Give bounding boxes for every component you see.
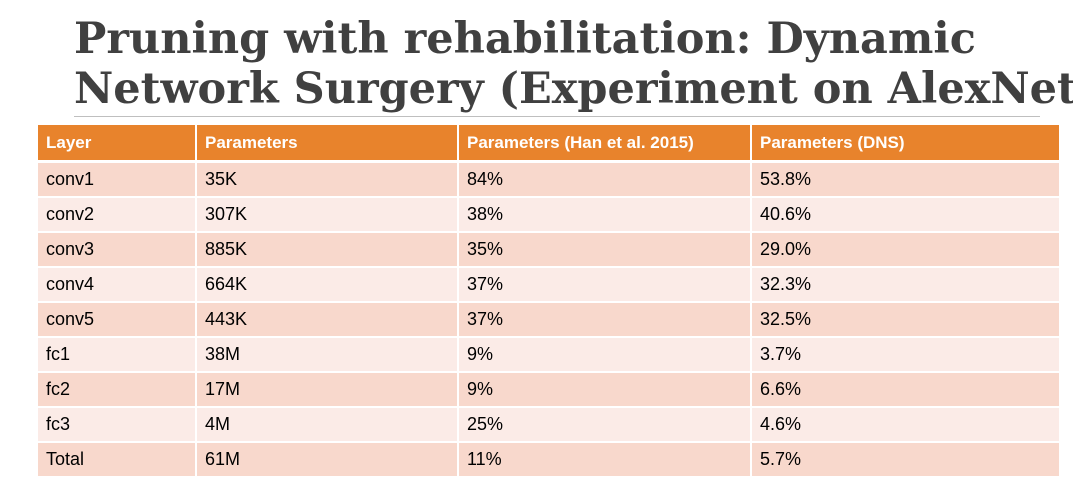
cell-layer: conv3 (38, 232, 197, 268)
cell-parameters-dns: 29.0% (751, 232, 1059, 268)
cell-parameters: 664K (196, 267, 459, 303)
cell-parameters: 4M (196, 407, 459, 443)
cell-parameters: 307K (196, 197, 459, 233)
cell-parameters-han: 37% (458, 267, 752, 303)
cell-layer: conv5 (38, 302, 197, 338)
table-row: fc2 17M 9% 6.6% (38, 372, 1059, 408)
cell-layer: conv1 (38, 161, 197, 198)
header-parameters-han: Parameters (Han et al. 2015) (458, 125, 752, 163)
table-row: fc1 38M 9% 3.7% (38, 337, 1059, 373)
cell-parameters-dns: 5.7% (751, 442, 1059, 478)
cell-parameters-han: 9% (458, 337, 752, 373)
table-row: conv5 443K 37% 32.5% (38, 302, 1059, 338)
cell-parameters: 885K (196, 232, 459, 268)
cell-parameters: 61M (196, 442, 459, 478)
cell-parameters-dns: 32.5% (751, 302, 1059, 338)
table-row: conv4 664K 37% 32.3% (38, 267, 1059, 303)
title-divider (74, 116, 1040, 117)
table-header-row: Layer Parameters Parameters (Han et al. … (38, 125, 1059, 163)
pruning-results-table: Layer Parameters Parameters (Han et al. … (38, 125, 1059, 478)
cell-parameters-dns: 4.6% (751, 407, 1059, 443)
header-parameters-dns: Parameters (DNS) (751, 125, 1059, 163)
cell-parameters-dns: 53.8% (751, 161, 1059, 198)
cell-parameters-dns: 32.3% (751, 267, 1059, 303)
cell-layer: Total (38, 442, 197, 478)
cell-parameters: 38M (196, 337, 459, 373)
table-row: conv2 307K 38% 40.6% (38, 197, 1059, 233)
cell-parameters-han: 37% (458, 302, 752, 338)
cell-parameters: 17M (196, 372, 459, 408)
cell-parameters: 443K (196, 302, 459, 338)
cell-parameters-dns: 6.6% (751, 372, 1059, 408)
cell-parameters-han: 11% (458, 442, 752, 478)
cell-parameters-han: 25% (458, 407, 752, 443)
cell-parameters-dns: 40.6% (751, 197, 1059, 233)
table-row-total: Total 61M 11% 5.7% (38, 442, 1059, 478)
cell-layer: fc3 (38, 407, 197, 443)
slide-title: Pruning with rehabilitation: Dynamic Net… (74, 14, 1073, 114)
cell-layer: conv2 (38, 197, 197, 233)
table-row: conv1 35K 84% 53.8% (38, 161, 1059, 198)
cell-parameters-han: 84% (458, 161, 752, 198)
header-parameters: Parameters (196, 125, 459, 163)
cell-parameters-han: 9% (458, 372, 752, 408)
cell-layer: fc2 (38, 372, 197, 408)
cell-parameters-han: 38% (458, 197, 752, 233)
slide-title-line-1: Pruning with rehabilitation: Dynamic (74, 14, 976, 64)
cell-layer: conv4 (38, 267, 197, 303)
cell-parameters-dns: 3.7% (751, 337, 1059, 373)
slide-title-line-2: Network Surgery (Experiment on AlexNet) (74, 64, 1073, 114)
table-row: fc3 4M 25% 4.6% (38, 407, 1059, 443)
cell-layer: fc1 (38, 337, 197, 373)
cell-parameters-han: 35% (458, 232, 752, 268)
table-row: conv3 885K 35% 29.0% (38, 232, 1059, 268)
header-layer: Layer (38, 125, 197, 163)
cell-parameters: 35K (196, 161, 459, 198)
